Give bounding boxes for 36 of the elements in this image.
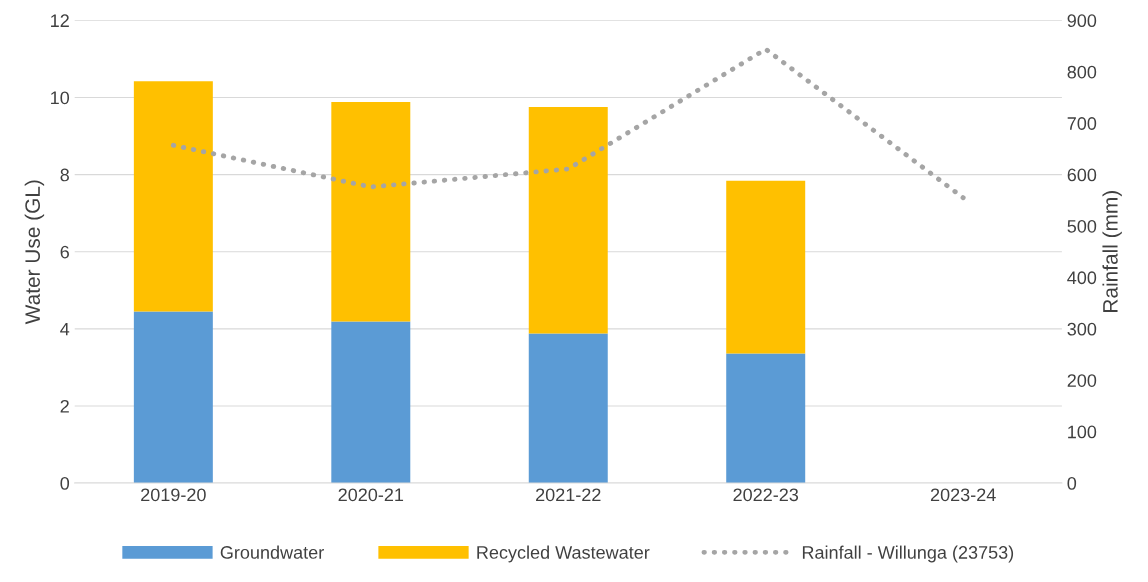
bar — [331, 321, 411, 484]
y-tick-label: 2 — [60, 399, 69, 413]
legend-label: Groundwater — [220, 545, 324, 559]
y2-tick-label: 800 — [1067, 65, 1097, 79]
y2-tick-label: 700 — [1067, 117, 1097, 130]
bar — [331, 102, 411, 322]
x-tick-label: 2022-23 — [733, 488, 799, 502]
y2-tick-label: 900 — [1067, 14, 1097, 28]
y-tick-label: 0 — [60, 476, 70, 490]
line-series — [170, 46, 966, 201]
y2-tick-label: 0 — [1067, 476, 1077, 490]
bar — [726, 353, 806, 484]
x-tick-label: 2019-20 — [141, 488, 206, 502]
y2-tick-label: 600 — [1067, 168, 1097, 182]
y-tick-label: 4 — [60, 322, 70, 336]
y-axis-title: Water Use (GL) — [24, 180, 45, 325]
legend-label: Rainfall - Willunga (23753) — [802, 545, 1014, 563]
legend-label: Recycled Wastewater — [477, 545, 650, 563]
bar — [133, 81, 213, 312]
x-tick-label: 2021-22 — [536, 488, 601, 502]
y-tick-label: 8 — [60, 168, 69, 182]
y2-tick-label: 400 — [1067, 271, 1097, 285]
y2-tick-label: 100 — [1068, 425, 1097, 439]
y2-tick-label: 300 — [1067, 322, 1097, 336]
y-tick-label: 10 — [51, 91, 70, 105]
y-tick-label: 12 — [51, 14, 69, 27]
bar — [528, 107, 608, 334]
y2-tick-label: 200 — [1067, 374, 1097, 387]
bar — [726, 180, 806, 354]
x-tick-label: 2023-24 — [930, 488, 996, 502]
bar — [528, 333, 608, 484]
y-tick-label: 6 — [60, 245, 69, 259]
x-tick-label: 2020-21 — [338, 488, 404, 502]
bar — [133, 311, 213, 484]
y2-tick-label: 500 — [1067, 219, 1097, 233]
y2-axis-title: Rainfall (mm) — [1102, 191, 1122, 312]
